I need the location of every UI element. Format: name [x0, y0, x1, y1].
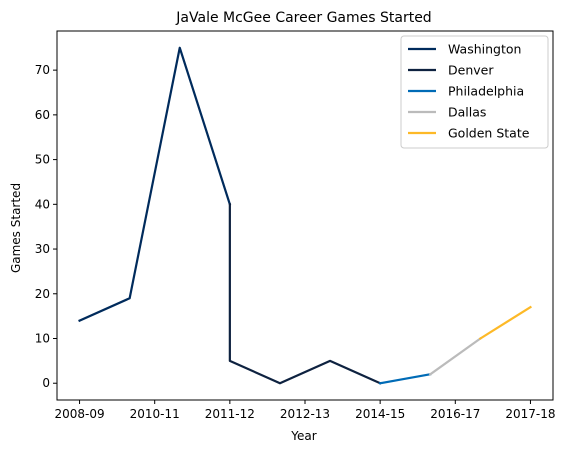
y-tick-label: 10 [35, 332, 50, 346]
series-line-1 [228, 203, 382, 385]
y-tick-label: 50 [35, 153, 50, 167]
y-tick-label: 70 [35, 63, 50, 77]
legend-label: Philadelphia [448, 84, 524, 99]
series-line-3 [428, 336, 482, 376]
x-axis-label: Year [290, 429, 316, 443]
x-tick-label: 2010-11 [130, 407, 180, 421]
legend: Washington Denver Philadelphia Dallas Golden… [400, 35, 549, 149]
y-tick-label: 30 [35, 242, 50, 256]
legend-box [400, 35, 549, 149]
x-tick-label: 2016-17 [430, 407, 480, 421]
y-tick-label: 60 [35, 108, 50, 122]
chart-title: JaVale McGee Career Games Started [175, 10, 431, 26]
legend-label: Washington [448, 42, 521, 57]
series-line-2 [378, 373, 432, 385]
x-tick-label: 2014-15 [355, 407, 405, 421]
x-tick-label: 2008-09 [54, 407, 104, 421]
y-tick-label: 0 [42, 376, 50, 390]
series-line-0 [78, 46, 232, 323]
y-tick-label: 20 [35, 287, 50, 301]
series-line-4 [478, 305, 532, 341]
x-tick-label: 2011-12 [205, 407, 255, 421]
legend-label: Golden State [448, 126, 530, 141]
axis-ticks: 2008-09 2010-11 2011-12 2012-13 2014-15 2016-… [35, 63, 556, 421]
y-tick-label: 40 [35, 197, 50, 211]
x-tick-label: 2017-18 [505, 407, 555, 421]
x-tick-label: 2012-13 [280, 407, 330, 421]
legend-label: Denver [448, 63, 494, 78]
y-axis-label: Games Started [9, 183, 23, 273]
legend-label: Dallas [448, 105, 486, 120]
